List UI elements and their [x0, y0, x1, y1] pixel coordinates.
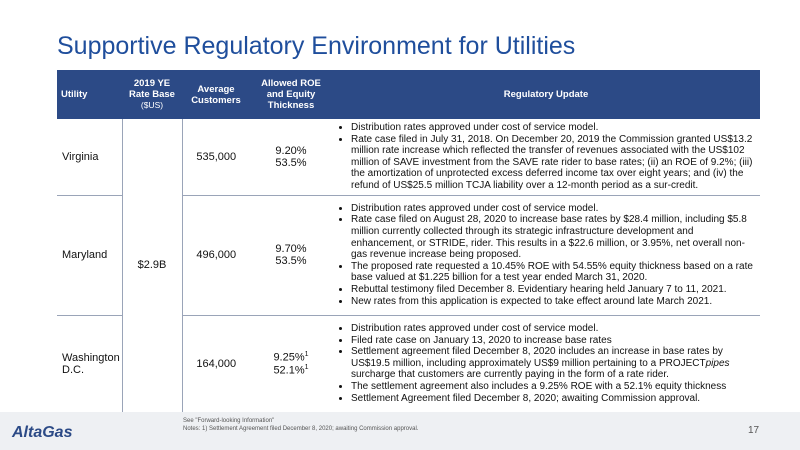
rate-base: $2.9B — [121, 119, 183, 413]
bullet-list: Distribution rates approved under cost o… — [337, 323, 755, 404]
column-header: Regulatory Update — [332, 70, 760, 119]
utility: Virginia — [57, 119, 122, 196]
utility: Washington D.C. — [57, 315, 122, 413]
bullet: Distribution rates approved under cost o… — [351, 323, 755, 335]
header-row: Utility 2019 YE Rate Base ($US) Average Cus… — [57, 70, 760, 119]
header-text: 2019 YE Rate Base — [129, 78, 175, 100]
bullet-part: pipes — [705, 357, 730, 369]
header-text: Average Customers — [191, 83, 241, 106]
regulatory-table: Utility 2019 YE Rate Base ($US) Average Cus… — [57, 70, 760, 413]
footer-notes: Notes: 1) Settlement Agreement filed Dec… — [183, 426, 419, 432]
bullet: Rate case filed on August 28, 2020 to in… — [351, 214, 755, 260]
footer-see: See "Forward-looking Information" — [183, 418, 275, 424]
column-header: Average Customers — [182, 70, 250, 119]
logo: AltaGas — [12, 424, 73, 441]
bullet-part: surcharge that customers are currently p… — [351, 369, 669, 381]
regulatory-update: Distribution rates approved under cost o… — [332, 119, 760, 196]
bullet: Settlement agreement filed December 8, 2… — [351, 346, 755, 381]
header-unit: ($US) — [140, 100, 164, 110]
customers: 164,000 — [182, 315, 250, 413]
page-number: 17 — [748, 425, 760, 436]
roe: 9.70% — [275, 243, 307, 256]
roe: 9.20% — [275, 144, 307, 157]
bullet-part: Settlement agreement filed December 8, 2… — [351, 346, 723, 369]
footnote-ref: 1 — [304, 350, 309, 358]
bullet-list: Distribution rates approved under cost o… — [337, 203, 755, 307]
regulatory-update: Distribution rates approved under cost o… — [332, 315, 760, 413]
roe-equity: 9.25%1 52.1%1 — [250, 315, 332, 413]
bullet: Filed rate case on January 13, 2020 to i… — [351, 335, 755, 347]
equity: 52.1% — [273, 364, 305, 377]
table-row: Washington D.C.164,0009.25%152.1%1Distri… — [57, 315, 760, 413]
header-text: Utility — [61, 89, 88, 100]
bullet-list: Distribution rates approved under cost o… — [337, 122, 755, 192]
bullet: Rate case filed in July 31, 2018. On Dec… — [351, 134, 755, 192]
customers: 535,000 — [182, 119, 250, 196]
table-row: Virginia$2.9B535,0009.20%53.5%Distributi… — [57, 119, 760, 413]
bullet: Settlement Agreement filed December 8, 2… — [351, 393, 755, 405]
roe-equity: 9.70% 53.5% — [250, 195, 332, 316]
bullet: The proposed rate requested a 10.45% ROE… — [351, 261, 755, 284]
equity: 53.5% — [275, 255, 307, 268]
footer-band — [0, 412, 800, 450]
bullet: New rates from this application is expec… — [351, 296, 755, 308]
column-header: Allowed ROE and Equity Thickness — [250, 70, 332, 119]
bullet: Rebuttal testimony filed December 8. Evi… — [351, 284, 755, 296]
footnote-ref: 1 — [304, 363, 309, 371]
header-text: Regulatory Update — [503, 89, 589, 100]
equity: 53.5% — [275, 156, 307, 169]
bullet: Distribution rates approved under cost o… — [351, 203, 755, 215]
roe: 9.25% — [273, 351, 305, 364]
header-text: Allowed ROE and Equity Thickness — [261, 78, 321, 111]
column-header: 2019 YE Rate Base ($US) — [122, 70, 182, 119]
bullet: Distribution rates approved under cost o… — [351, 122, 755, 134]
roe-equity: 9.20% 53.5% — [250, 119, 332, 196]
bullet: The settlement agreement also includes a… — [351, 381, 755, 393]
regulatory-update: Distribution rates approved under cost o… — [332, 195, 760, 316]
utility: Maryland — [57, 195, 122, 316]
customers: 496,000 — [182, 195, 250, 316]
column-header: Utility — [57, 70, 122, 119]
table-body: Virginia$2.9B535,0009.20%53.5%Distributi… — [57, 119, 760, 413]
title: Supportive Regulatory Environment for Ut… — [57, 32, 576, 60]
